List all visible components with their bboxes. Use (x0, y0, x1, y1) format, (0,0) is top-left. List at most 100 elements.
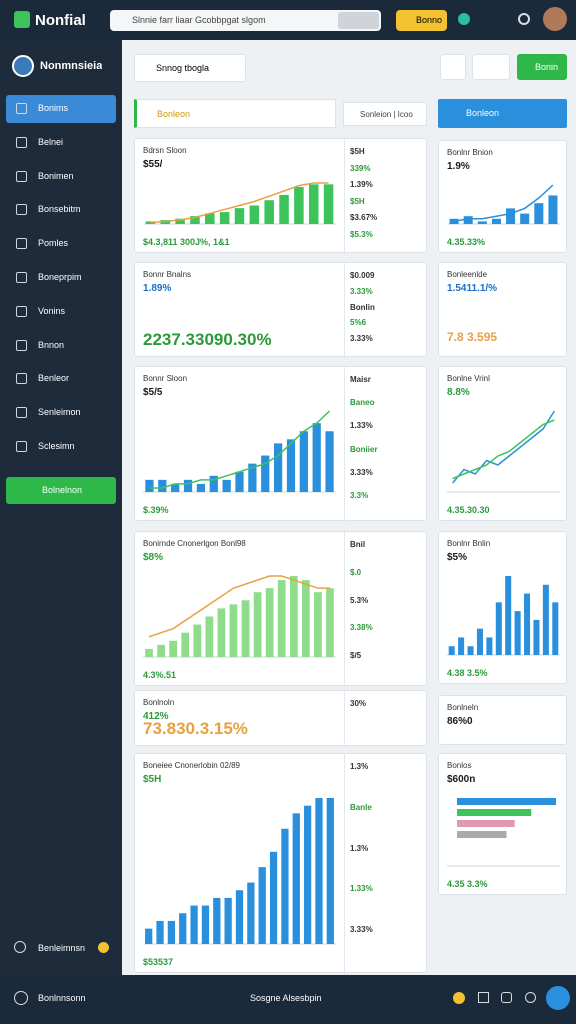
nav-item[interactable]: Senleimon (6, 399, 116, 427)
bottom-center: Sosgne Alsesbpin (250, 993, 322, 1003)
toolbar-left[interactable]: Bonleon (134, 99, 336, 128)
card-footer: 4.38 3.5% (447, 668, 488, 678)
nav-item[interactable]: Bonimen (6, 163, 116, 191)
bottom-icon[interactable] (501, 992, 512, 1003)
bar (213, 897, 221, 944)
header-search[interactable] (134, 54, 246, 82)
bar (495, 602, 502, 655)
line (453, 184, 554, 223)
settings-icon[interactable] (518, 13, 530, 25)
side-stat: $/5 (350, 651, 362, 661)
nav-label: Bonsebitm (38, 204, 81, 215)
side-stat: $5H (350, 147, 365, 156)
nav-label: Vonins (38, 305, 66, 316)
side-stat: 3.33% (350, 334, 373, 344)
card: Bonirnde Cnonerlgon Bonl98 $8% 4.3%.51 Bnil… (134, 531, 427, 687)
bar (156, 920, 164, 944)
bar (303, 805, 312, 944)
side-stat: $0.009 (350, 271, 375, 280)
nav-icon (16, 305, 27, 317)
bar (205, 616, 214, 657)
nav-item[interactable]: Bonims (6, 95, 116, 123)
card-footer: 4.35 3.3% (447, 879, 488, 889)
bar (222, 479, 231, 492)
bar (286, 439, 296, 492)
bottom-fab[interactable] (546, 986, 570, 1010)
card-value: $8% (143, 552, 164, 563)
bottom-icon[interactable] (525, 992, 536, 1003)
nav-item[interactable]: Bnnon (6, 332, 116, 360)
side-divider (344, 532, 345, 687)
bar (294, 186, 304, 224)
nav-label: Bonimen (38, 170, 74, 181)
toolbar-mid[interactable]: Sonleion | Icoo (343, 102, 427, 126)
side-stat: $5.3% (350, 229, 373, 239)
search-box[interactable] (110, 10, 381, 31)
header-icon[interactable] (472, 54, 510, 80)
avatar[interactable] (543, 7, 567, 31)
nav-item[interactable]: Belnei (6, 129, 116, 157)
card-value: $5H (143, 774, 162, 785)
card-big: 2237.33090.30% (143, 330, 272, 349)
bar (241, 600, 250, 657)
bottom-badge[interactable] (453, 992, 465, 1004)
search-button[interactable] (338, 12, 379, 29)
bar (269, 851, 278, 944)
nav-item[interactable]: Sclesimn (6, 433, 116, 461)
bar (158, 479, 167, 492)
nav-item[interactable]: Vonins (6, 298, 116, 326)
nav-item[interactable]: Boneprpim (6, 264, 116, 292)
bar (157, 644, 165, 657)
bar (190, 905, 198, 944)
bar (201, 905, 210, 944)
side-stat: 5.3% (350, 595, 369, 605)
side-stat: $5H (350, 196, 365, 206)
card-footer: $53537 (143, 957, 174, 967)
bar (534, 203, 544, 224)
line (149, 410, 331, 489)
card: Bonlnoln 412% 73.830.3.15% 30% (134, 690, 427, 747)
card-title: Bonlos (447, 761, 472, 770)
card-value: 412% (143, 711, 169, 722)
bar (234, 208, 245, 224)
nav-item[interactable]: Pomles (6, 230, 116, 258)
top-button[interactable]: Bonno (396, 10, 447, 31)
toolbar-right[interactable]: Bonleon (438, 99, 567, 128)
user-avatar (12, 55, 34, 77)
bar (506, 208, 516, 224)
bottom-icon[interactable] (478, 992, 489, 1003)
bar (145, 479, 154, 492)
search-placeholder: Slnnie farr liaar Gcobbpgat slgom (132, 15, 266, 25)
nav-item[interactable]: Benleor (6, 365, 116, 393)
header-button[interactable]: Bonin (517, 54, 567, 80)
header-icon[interactable] (440, 54, 466, 80)
chat-icon[interactable] (458, 13, 470, 25)
nav-icon (16, 170, 27, 182)
nav-icon (16, 204, 27, 216)
line (148, 575, 330, 638)
nav-label: Bnnon (38, 339, 65, 350)
bar (265, 588, 274, 657)
bar (277, 580, 286, 657)
bar (193, 624, 202, 657)
nav-item[interactable]: Bonsebitm (6, 196, 116, 224)
card-title: Bonlnr Bnlin (447, 539, 491, 548)
user-name: Nonmnsieia (40, 60, 103, 72)
mini-chart (447, 184, 560, 225)
bottom-bar (0, 975, 576, 1024)
bar (467, 646, 474, 655)
card-value: 1.9% (447, 161, 470, 172)
nav-label: Sclesimn (38, 441, 75, 451)
bar (299, 431, 308, 492)
bar (169, 640, 178, 657)
sidebar-action[interactable]: Bolnelnon (6, 477, 116, 504)
sidebar-footer[interactable]: Benleimnsn (38, 943, 86, 953)
card: Bonnr Bnalns 1.89% 2237.33090.30% $0.009 3.3… (134, 262, 427, 358)
side-stat: 1.33% (350, 421, 373, 431)
bar (292, 813, 300, 944)
bar (314, 592, 322, 657)
nav-label: Benleor (38, 373, 70, 384)
bar (217, 608, 226, 657)
side-stat: 5%6 (350, 318, 367, 328)
bar (477, 221, 487, 224)
